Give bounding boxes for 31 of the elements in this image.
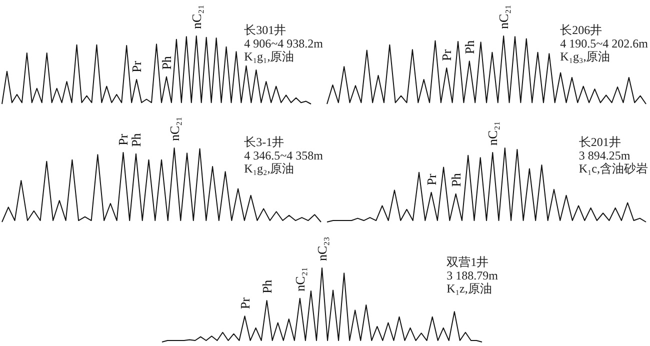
annotation: nC₂₁ <box>166 116 182 141</box>
annotation: nC₂₁ <box>292 267 308 292</box>
annotation: nC₂₃ <box>314 236 330 261</box>
chart-subtitle: 3 894.25m <box>578 148 631 162</box>
chart-subtitle: 3 188.79m <box>446 268 499 282</box>
annotation: Pr <box>424 173 439 186</box>
chart-title: 长301井 <box>244 23 286 37</box>
annotation: K₁g₂,原油 <box>244 162 294 176</box>
chart-title: 双营1井 <box>446 255 489 269</box>
annotation: Ph <box>128 132 144 147</box>
annotation: Pr <box>237 296 252 310</box>
chart-title: 长206井 <box>560 23 602 37</box>
annotation: Pr <box>439 48 454 61</box>
annotation: Pr <box>129 60 144 73</box>
annotation: K₁z,原油 <box>446 282 492 296</box>
annotation: Ph <box>462 40 477 54</box>
annotation: K₁c,含油砂岩 <box>578 162 648 176</box>
annotation: nC₂₁ <box>496 4 512 29</box>
annotation: Ph <box>158 56 174 70</box>
chart-subtitle: 4 906~4 938.2m <box>244 36 324 50</box>
annotation: Pr <box>116 133 131 146</box>
annotation: K₁g₃,原油 <box>560 50 610 64</box>
annotation: nC₂₁ <box>485 121 500 146</box>
chart-subtitle: 4 346.5~4 358m <box>244 148 324 162</box>
annotation: Ph <box>448 172 464 187</box>
chart-title: 长201井 <box>578 135 621 149</box>
annotation: Ph <box>259 279 274 294</box>
annotation: K₁g₁,原油 <box>244 50 294 64</box>
chart-subtitle: 4 190.5~4 202.6m <box>560 36 649 50</box>
chart-title: 长3-1井 <box>244 135 284 149</box>
annotation: nC₂₁ <box>188 4 204 29</box>
